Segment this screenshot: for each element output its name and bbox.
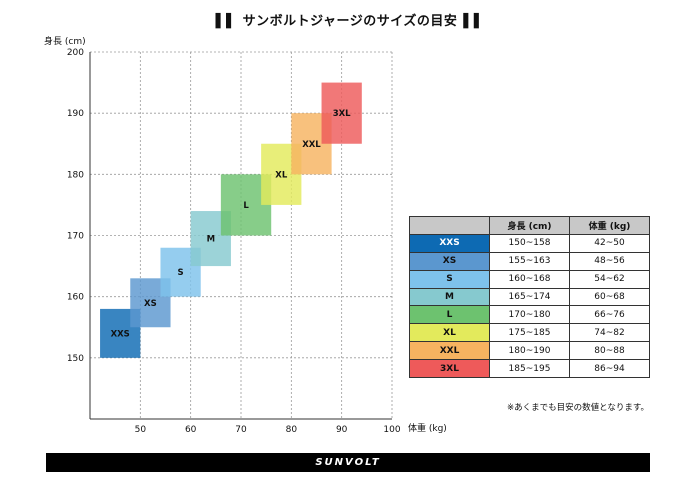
table-header-weight: 体重 (kg) [569, 216, 650, 235]
title-bar-right: ▌▌ [463, 14, 485, 29]
axes [89, 52, 392, 420]
disclaimer-note: ※あくまでも目安の数値となります。 [506, 403, 649, 413]
table-cell-weight: 42~50 [569, 233, 650, 253]
title-bar-left: ▌▌ [215, 14, 237, 29]
table-cell-height: 170~180 [489, 305, 570, 325]
table-cell-weight: 54~62 [569, 269, 650, 289]
page-title-text: サンボルトジャージのサイズの目安 [242, 14, 458, 29]
table-cell-size: XXL [409, 341, 490, 361]
tick-labels: 50 60 70 80 90 100 150 160 170 180 190 200 [67, 48, 401, 435]
table-cell-size: S [409, 269, 490, 289]
table-cell-weight: 66~76 [569, 305, 650, 325]
table-row: S 160~168 54~62 [409, 269, 650, 289]
x-tick-label: 90 [336, 425, 348, 435]
table-row: XL 175~185 74~82 [409, 323, 650, 343]
size-chart: 50 60 70 80 90 100 150 160 170 180 190 200 XXS XS S M L… [44, 35, 447, 435]
size-box-label: M [207, 235, 215, 245]
table-cell-size: XL [409, 323, 490, 343]
table-cell-weight: 48~56 [569, 251, 650, 271]
brand-footer: SUNVOLT [46, 453, 650, 472]
table-cell-size: XXS [409, 233, 490, 253]
table-cell-height: 160~168 [489, 269, 570, 289]
table-header-row: 身長 (cm) 体重 (kg) [409, 216, 650, 235]
table-cell-height: 185~195 [489, 359, 570, 379]
table-row: XXS 150~158 42~50 [409, 233, 650, 253]
table-cell-size: L [409, 305, 490, 325]
table-row: M 165~174 60~68 [409, 287, 650, 307]
x-tick-label: 50 [135, 425, 147, 435]
table-cell-height: 180~190 [489, 341, 570, 361]
size-box-label: XXL [302, 140, 321, 150]
table-row: XS 155~163 48~56 [409, 251, 650, 271]
table-cell-height: 155~163 [489, 251, 570, 271]
y-tick-label: 160 [67, 293, 84, 303]
x-tick-label: 70 [235, 425, 247, 435]
y-tick-label: 200 [67, 48, 84, 58]
size-box-label: XL [275, 170, 288, 180]
y-axis-label: 身長 (cm) [44, 35, 86, 47]
table-cell-size: XS [409, 251, 490, 271]
size-boxes: XXS XS S M L XL XXL 3XL [100, 82, 362, 358]
table-cell-weight: 60~68 [569, 287, 650, 307]
table-cell-height: 165~174 [489, 287, 570, 307]
table-cell-weight: 80~88 [569, 341, 650, 361]
table-cell-height: 150~158 [489, 233, 570, 253]
page-title: ▌▌ サンボルトジャージのサイズの目安 ▌▌ [0, 10, 700, 29]
table-row: 3XL 185~195 86~94 [409, 359, 650, 379]
x-tick-label: 100 [383, 425, 400, 435]
size-box-label: XS [144, 299, 157, 309]
x-axis-label: 体重 (kg) [408, 422, 447, 434]
table-cell-size: 3XL [409, 359, 490, 379]
table-header-height: 身長 (cm) [489, 216, 570, 235]
table-cell-height: 175~185 [489, 323, 570, 343]
y-tick-label: 180 [67, 170, 84, 180]
table-header-size [409, 216, 490, 235]
table-row: XXL 180~190 80~88 [409, 341, 650, 361]
size-box-label: L [243, 201, 249, 211]
brand-logo-text: SUNVOLT [315, 457, 381, 468]
x-tick-label: 80 [286, 425, 298, 435]
y-tick-label: 150 [67, 354, 84, 364]
table-cell-size: M [409, 287, 490, 307]
y-tick-label: 190 [67, 109, 84, 119]
table-cell-weight: 86~94 [569, 359, 650, 379]
size-box-3xl [321, 82, 362, 144]
size-table: 身長 (cm) 体重 (kg) XXS 150~158 42~50 XS 155~163… [409, 216, 650, 379]
x-tick-label: 60 [185, 425, 197, 435]
table-cell-weight: 74~82 [569, 323, 650, 343]
table-row: L 170~180 66~76 [409, 305, 650, 325]
size-box-label: XXS [111, 329, 130, 339]
size-box-label: 3XL [333, 109, 351, 119]
size-box-label: S [178, 268, 184, 278]
y-tick-label: 170 [67, 232, 84, 242]
